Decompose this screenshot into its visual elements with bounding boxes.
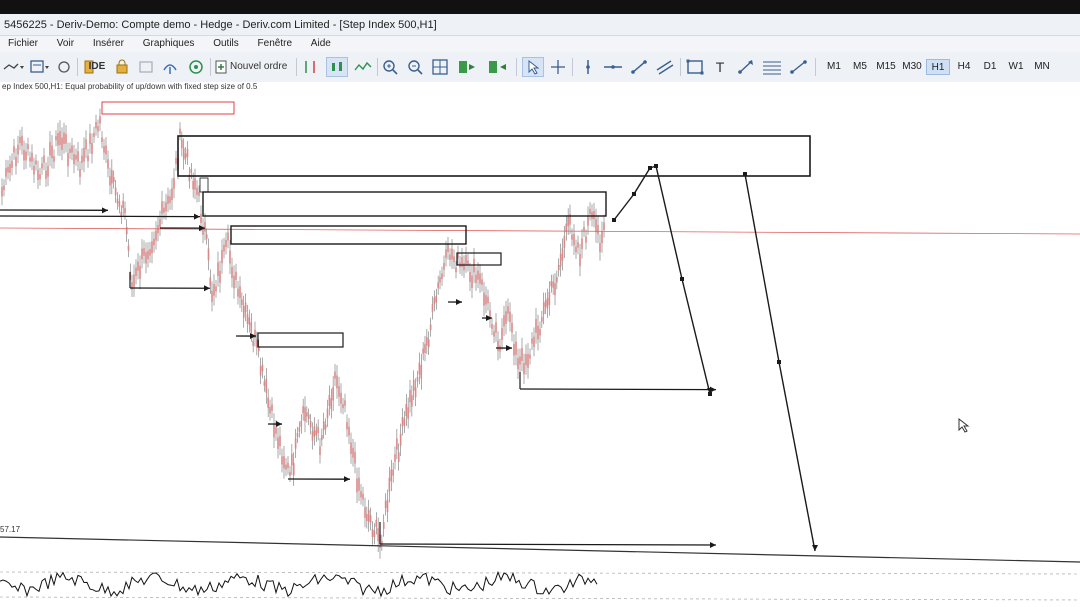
crosshair-icon[interactable]: [548, 57, 568, 77]
anchor-point: [680, 277, 684, 281]
lock-icon[interactable]: [112, 57, 132, 77]
arrow-head-icon: [707, 388, 713, 394]
gann-icon[interactable]: [788, 57, 810, 77]
candlesticks-icon[interactable]: [326, 57, 348, 77]
oscillator-panel: [0, 570, 1080, 601]
chart-type-icon[interactable]: [2, 57, 26, 77]
anchor-point: [743, 172, 747, 176]
panel-separator: [0, 536, 1080, 563]
timeframe-m5[interactable]: M5: [853, 61, 867, 72]
ide-button[interactable]: IDE: [88, 61, 106, 72]
bid-price-line: [0, 227, 1080, 235]
zone-rectangle: [199, 177, 209, 193]
toolbar: IDE Nouvel ordre: [0, 52, 1080, 83]
expert-icon[interactable]: [136, 57, 156, 77]
signals-icon[interactable]: [160, 57, 180, 77]
timeframe-m1[interactable]: M1: [827, 61, 841, 72]
arrow-head-icon: [812, 545, 818, 551]
projection-line: [681, 278, 711, 395]
menu-tools[interactable]: Outils: [213, 38, 239, 49]
mouse-cursor-icon: [958, 417, 970, 439]
zone-rectangle: [456, 252, 502, 266]
menu-view[interactable]: Voir: [56, 38, 75, 49]
timeframe-mn[interactable]: MN: [1034, 61, 1050, 72]
text-tool-icon[interactable]: T: [715, 59, 725, 75]
algo-trading-icon[interactable]: [300, 57, 322, 77]
trend-line-icon[interactable]: [628, 57, 650, 77]
menu-help[interactable]: Aide: [310, 38, 331, 49]
timeframe-m15[interactable]: M15: [876, 61, 896, 72]
new-order-button[interactable]: Nouvel ordre: [214, 57, 292, 77]
fibonacci-icon[interactable]: [760, 57, 784, 77]
profiles-icon[interactable]: [54, 57, 74, 77]
chart-area[interactable]: ep Index 500,H1: Equal probability of up…: [0, 82, 1080, 607]
arrow-head-icon: [204, 285, 210, 292]
cursor-tool-icon[interactable]: [522, 57, 544, 77]
menu-window[interactable]: Fenêtre: [257, 38, 293, 49]
anchor-point: [612, 218, 616, 222]
arrow-head-icon: [102, 207, 108, 214]
anchor-point: [654, 164, 658, 168]
zoom-in-icon[interactable]: [380, 57, 400, 77]
zone-rectangle: [257, 332, 344, 348]
horizontal-line-icon[interactable]: [602, 57, 624, 77]
chart-shift-icon[interactable]: [486, 57, 510, 77]
horizontal-arrow-line: [0, 215, 201, 218]
arrow-head-icon: [250, 333, 256, 340]
projection-line: [613, 193, 635, 221]
arrow-head-icon: [199, 225, 205, 232]
projection-line: [655, 165, 683, 280]
zone-rectangle: [230, 225, 467, 245]
market-icon[interactable]: [186, 57, 206, 77]
menu-charts[interactable]: Graphiques: [142, 38, 195, 49]
anchor-point: [777, 360, 781, 364]
arrow-head-icon: [344, 476, 350, 483]
arrow-head-icon: [710, 542, 716, 549]
line-chart-icon[interactable]: [352, 57, 374, 77]
horizontal-arrow-line: [379, 543, 717, 546]
mt5-window: 5456225 - Deriv-Demo: Compte demo - Hedg…: [0, 14, 1080, 607]
zoom-out-icon[interactable]: [405, 57, 425, 77]
chart-info-label: ep Index 500,H1: Equal probability of up…: [2, 82, 258, 91]
timeframe-m30[interactable]: M30: [902, 61, 922, 72]
oscillator-value: 57.17: [0, 525, 21, 534]
highlight-rectangle: [101, 101, 235, 115]
arrow-head-icon: [506, 345, 512, 352]
oscillator-line: [0, 570, 598, 598]
equidistant-channel-icon[interactable]: [654, 57, 676, 77]
auto-scroll-icon[interactable]: [456, 57, 480, 77]
menu-file[interactable]: Fichier: [8, 38, 39, 49]
projection-line: [633, 167, 651, 195]
oscillator-level-line: [0, 596, 1080, 601]
arrow-head-icon: [194, 213, 200, 220]
market-watch-icon[interactable]: [82, 57, 96, 77]
vertical-line-icon[interactable]: [578, 57, 598, 77]
menu-insert[interactable]: Insérer: [92, 38, 124, 49]
rectangle-tool-icon[interactable]: [684, 57, 706, 77]
window-title-bar: 5456225 - Deriv-Demo: Compte demo - Hedg…: [0, 14, 1080, 36]
grid-icon[interactable]: [430, 57, 450, 77]
projection-line: [778, 361, 816, 552]
new-order-label: Nouvel ordre: [230, 61, 288, 72]
timeframe-h4[interactable]: H4: [957, 61, 971, 72]
zone-rectangle: [177, 135, 811, 177]
timeframe-w1[interactable]: W1: [1008, 61, 1024, 72]
horizontal-arrow-line: [519, 388, 717, 391]
window-title: 5456225 - Deriv-Demo: Compte demo - Hedg…: [4, 19, 437, 31]
projection-line: [744, 173, 780, 363]
oscillator-level-line: [0, 571, 1080, 575]
arrow-head-icon: [486, 315, 492, 322]
arrow-tool-icon[interactable]: [734, 57, 758, 77]
chart-drawings[interactable]: [0, 101, 1080, 563]
templates-icon[interactable]: [28, 57, 52, 77]
anchor-point: [632, 192, 636, 196]
timeframe-d1[interactable]: D1: [983, 61, 997, 72]
anchor-point: [648, 166, 652, 170]
timeframe-h1[interactable]: H1: [926, 59, 950, 75]
zone-rectangle: [202, 191, 607, 217]
arrow-head-icon: [456, 299, 462, 306]
price-chart[interactable]: [0, 82, 1080, 607]
arrow-head-icon: [276, 421, 282, 428]
menu-bar: Fichier Voir Insérer Graphiques Outils F…: [0, 36, 1080, 52]
